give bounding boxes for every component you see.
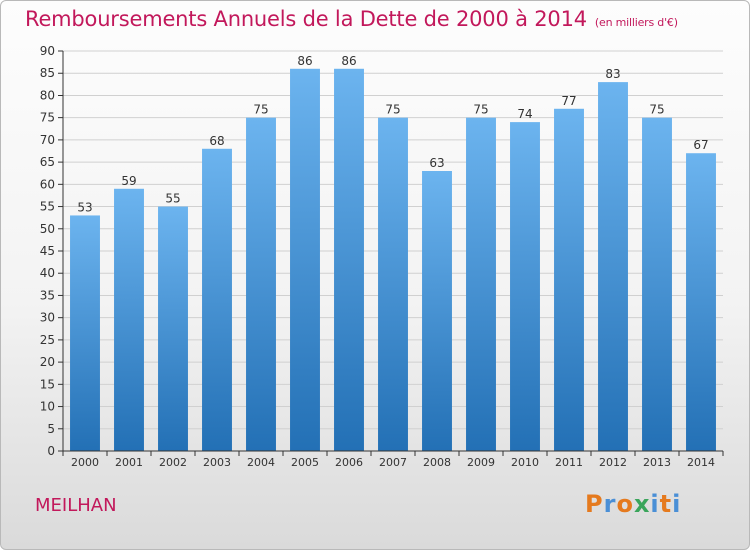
bar-2003 <box>202 148 232 451</box>
bar-2005 <box>290 68 320 452</box>
y-tick-label: 25 <box>40 333 55 347</box>
bar-2008 <box>422 171 452 451</box>
x-tick-label: 2008 <box>423 456 451 469</box>
y-tick-label: 10 <box>40 400 55 414</box>
data-label-2012: 83 <box>605 67 620 81</box>
data-label-2008: 63 <box>429 156 444 170</box>
y-tick-label: 85 <box>40 66 55 80</box>
data-label-2009: 75 <box>473 103 488 117</box>
unit-label: (en milliers d'€) <box>594 16 678 29</box>
x-tick-label: 2004 <box>247 456 275 469</box>
data-label-2002: 55 <box>165 192 180 206</box>
town-name: MEILHAN <box>35 495 117 516</box>
y-tick-label: 0 <box>47 444 55 458</box>
logo-letter: i <box>672 490 682 518</box>
logo-letter: t <box>659 490 673 518</box>
x-tick-label: 2003 <box>203 456 231 469</box>
y-tick-label: 5 <box>47 422 55 436</box>
axes: 0 5 10 15 20 25 30 35 40 45 50 55 60 65 70 75 80 85 90 2000… <box>40 44 724 469</box>
x-tick-label: 2000 <box>71 456 99 469</box>
bar-2010 <box>510 122 540 451</box>
logo-letter: P <box>585 490 604 518</box>
bar-2004 <box>246 117 276 452</box>
y-tick-label: 70 <box>40 133 55 147</box>
x-tick-label: 2011 <box>555 456 583 469</box>
y-tick-label: 35 <box>40 288 55 302</box>
x-tick-label: 2012 <box>599 456 627 469</box>
x-tick-label: 2001 <box>115 456 143 469</box>
x-tick-label: 2002 <box>159 456 187 469</box>
bars <box>70 68 716 452</box>
proxiti-logo: Proxiti <box>585 490 681 518</box>
y-tick-label: 20 <box>40 355 55 369</box>
data-label-2006: 86 <box>341 54 356 68</box>
logo-letter: o <box>616 490 634 518</box>
y-tick-label: 15 <box>40 377 55 391</box>
data-label-2003: 68 <box>209 134 224 148</box>
y-tick-label: 40 <box>40 266 55 280</box>
bar-2007 <box>378 117 408 452</box>
bar-2013 <box>642 117 672 452</box>
data-label-2004: 75 <box>253 103 268 117</box>
data-label-2010: 74 <box>517 107 532 121</box>
y-tick-label: 65 <box>40 155 55 169</box>
bar-2000 <box>70 215 100 451</box>
data-labels: 53 59 55 68 75 86 86 75 63 75 74 77 83 75 67 <box>77 54 708 215</box>
x-tick-label: 2013 <box>643 456 671 469</box>
y-tick-label: 45 <box>40 244 55 258</box>
bar-2011 <box>554 108 584 452</box>
bar-2012 <box>598 82 628 451</box>
y-tick-label: 75 <box>40 111 55 125</box>
x-tick-label: 2010 <box>511 456 539 469</box>
x-tick-label: 2014 <box>687 456 715 469</box>
bar-2009 <box>466 117 496 452</box>
chart-title: Remboursements Annuels de la Dette de 20… <box>25 7 678 31</box>
x-tick-label: 2009 <box>467 456 495 469</box>
x-tick-label: 2005 <box>291 456 319 469</box>
data-label-2014: 67 <box>693 138 708 152</box>
y-tick-label: 80 <box>40 88 55 102</box>
y-tick-label: 90 <box>40 44 55 58</box>
title-text: Remboursements Annuels de la Dette de 20… <box>25 7 587 31</box>
bar-2001 <box>114 188 144 451</box>
data-label-2000: 53 <box>77 200 92 214</box>
logo-letter: r <box>603 490 617 518</box>
logo-letter: i <box>650 490 660 518</box>
logo-letter: x <box>633 490 651 518</box>
y-tick-label: 60 <box>40 177 55 191</box>
y-tick-label: 30 <box>40 311 55 325</box>
bar-2014 <box>686 153 716 451</box>
x-tick-label: 2007 <box>379 456 407 469</box>
data-label-2011: 77 <box>561 94 576 108</box>
data-label-2007: 75 <box>385 103 400 117</box>
x-tick-label: 2006 <box>335 456 363 469</box>
bar-2002 <box>158 206 188 451</box>
y-tick-label: 55 <box>40 200 55 214</box>
data-label-2001: 59 <box>121 174 136 188</box>
bar-2006 <box>334 68 364 452</box>
data-label-2005: 86 <box>297 54 312 68</box>
y-tick-label: 50 <box>40 222 55 236</box>
data-label-2013: 75 <box>649 103 664 117</box>
